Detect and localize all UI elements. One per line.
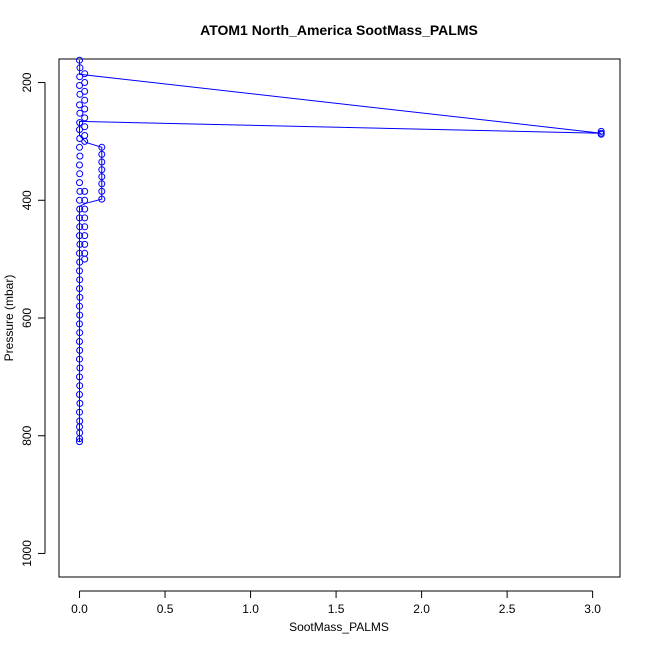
data-point (76, 223, 84, 231)
data-point (98, 158, 106, 166)
plot-area-frame (58, 58, 621, 578)
data-point (76, 152, 84, 160)
y-axis: 200 400 600 800 1000 (20, 72, 46, 567)
data-point (81, 255, 89, 263)
x-tick-label: 3.0 (584, 602, 601, 616)
data-point (76, 82, 83, 89)
y-tick-label: 600 (20, 308, 34, 328)
data-point (81, 87, 89, 95)
data-point (76, 135, 84, 142)
data-point (98, 166, 106, 174)
data-point (76, 329, 84, 337)
data-point (76, 276, 84, 284)
series-line (78, 60, 602, 442)
x-tick-label: 1.0 (242, 602, 259, 616)
data-point (76, 338, 83, 345)
data-point (76, 64, 84, 72)
data-point (76, 258, 84, 266)
data-point (81, 187, 89, 195)
data-point (76, 187, 84, 195)
data-point (98, 180, 106, 188)
data-point (76, 302, 83, 310)
x-tick-label: 0.5 (157, 602, 174, 616)
data-point (76, 293, 84, 301)
x-tick-label: 2.0 (413, 602, 430, 616)
data-point (76, 320, 83, 328)
x-axis-label: SootMass_PALMS (289, 620, 389, 634)
data-point (81, 79, 89, 86)
data-point (76, 170, 84, 178)
data-point (76, 73, 84, 81)
x-tick-label: 2.5 (499, 602, 516, 616)
data-point (81, 137, 89, 145)
data-point (81, 240, 89, 248)
data-point (76, 101, 83, 109)
data-point (76, 311, 84, 319)
data-point (98, 173, 106, 181)
data-point (81, 114, 89, 122)
data-point (76, 373, 83, 381)
data-point (81, 214, 89, 222)
data-point (81, 132, 89, 139)
data-point (98, 195, 106, 203)
data-point (76, 214, 83, 222)
data-point (76, 438, 83, 446)
data-point (76, 364, 84, 372)
x-tick-label: 0.0 (71, 602, 88, 616)
series-lines (78, 60, 602, 442)
data-point (76, 161, 83, 169)
data-point (76, 119, 84, 127)
data-point (76, 179, 83, 187)
data-point (76, 56, 83, 64)
data-point (597, 130, 605, 138)
data-point (81, 70, 89, 78)
data-point (76, 285, 83, 293)
y-tick-label: 1000 (20, 540, 34, 567)
data-point (76, 435, 83, 443)
y-axis-label: Pressure (mbar) (2, 275, 16, 362)
data-point (76, 408, 83, 416)
data-point (76, 399, 84, 407)
data-point (76, 249, 83, 257)
x-axis: 0.0 0.5 1.0 1.5 2.0 2.5 3.0 (71, 590, 601, 616)
data-point (76, 126, 83, 134)
data-point (81, 123, 89, 131)
data-point (81, 196, 89, 204)
data-point (98, 143, 106, 151)
y-tick-label: 400 (20, 190, 34, 210)
data-point (81, 232, 89, 240)
data-point (76, 267, 83, 275)
data-point (81, 223, 89, 231)
data-point (98, 150, 106, 158)
data-point (81, 105, 89, 113)
data-point (76, 355, 83, 363)
data-point (76, 143, 83, 151)
y-tick-label: 800 (20, 425, 34, 445)
chart-title: ATOM1 North_America SootMass_PALMS (200, 22, 478, 38)
data-point (76, 196, 83, 204)
x-tick-label: 1.5 (328, 602, 345, 616)
data-point (76, 109, 84, 117)
data-point (76, 346, 84, 354)
data-point (76, 391, 83, 398)
y-tick-label: 200 (20, 72, 34, 92)
data-point (81, 96, 89, 104)
data-point (81, 205, 89, 213)
data-points (76, 56, 605, 446)
data-point (76, 232, 83, 240)
data-point (98, 187, 106, 195)
data-point (76, 382, 84, 390)
data-point (76, 205, 84, 213)
data-point (76, 240, 84, 248)
